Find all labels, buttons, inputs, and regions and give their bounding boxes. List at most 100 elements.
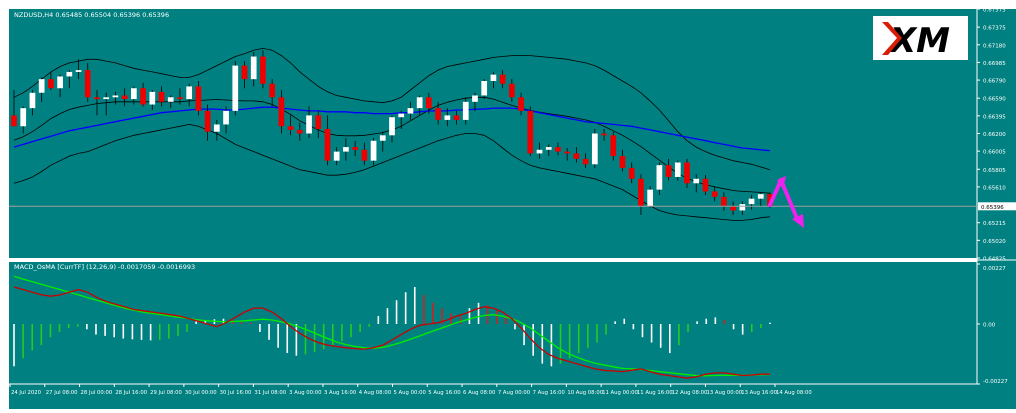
macd-tick-label: 0.00 [983,323,996,329]
candle-body-bear [121,95,128,100]
candle-body-bear [204,110,211,132]
candle [66,70,73,89]
candle [638,174,644,215]
candle [232,61,239,116]
xm-logo-red-mark [882,22,902,55]
candle-body-bear [269,83,276,98]
candle [656,162,663,196]
candle [527,106,534,157]
price-tick-label: 0.65396 [981,205,1004,211]
candle-body-bull [416,97,423,109]
symbol-header: NZDUSD,H4 0.65485 0.65504 0.65396 0.6539… [14,11,169,19]
candle [296,122,303,141]
time-tick-label: 30 Jul 00:00 [185,390,217,396]
price-panel[interactable] [9,9,977,258]
candle-body-bear [527,110,534,154]
forecast-arrow [768,176,804,228]
time-tick-label: 28 Jul 16:00 [115,390,147,396]
time-tick-label: 5 Aug 00:00 [394,390,427,396]
candle-body-bull [748,198,755,205]
candle [195,80,202,116]
candle-body-bull [20,108,27,127]
candle-body-bull [66,71,73,77]
candle-body-bull [112,95,119,98]
candle-body-bear [11,115,17,127]
macd-main-line [13,286,770,379]
candle [158,86,165,107]
candle [361,142,368,166]
time-scale-background [9,384,1016,409]
candle-body-bear [241,65,248,80]
candle-body-bear [711,191,718,197]
candle-body-bear [158,91,165,102]
candle-body-bear [508,83,515,98]
candle-body-bull [38,79,45,93]
candle [518,92,524,116]
candle [333,147,340,166]
candle [730,201,736,215]
candle [103,92,110,116]
time-tick-label: 3 Aug 16:00 [324,390,357,396]
candle-body-bear [435,108,441,120]
candle [684,158,690,188]
price-tick-label: 0.66395 [983,114,1006,120]
candle-body-bull [444,115,451,120]
candle-body-bear [260,56,266,84]
candle [416,95,423,116]
candle-body-bull [186,86,193,100]
xm-logo: XM [873,16,968,61]
candle [130,86,137,105]
price-tick-label: 0.67180 [983,43,1006,49]
macd-axis: 0.00227 0.00 -0.00227 [977,263,1008,385]
candle [324,115,331,166]
candle-body-bear [352,147,358,150]
candle [287,115,294,136]
candle [167,95,174,109]
candle [453,110,460,125]
candle [121,88,128,107]
macd-panel[interactable] [9,262,977,384]
candle [628,162,635,184]
candle-body-bull [757,194,764,199]
candle-body-bear [278,97,285,127]
candle-body-bear [555,147,561,152]
candle [591,128,598,168]
candle [343,138,349,161]
time-tick-label: 12 Aug 08:00 [672,390,708,396]
candle-body-bear [499,74,506,84]
candle-body-bear [564,151,571,154]
candle-body-bear [48,79,54,89]
candle-body-bear [628,167,635,179]
candle-body-bull [223,110,229,125]
price-tick-label: 0.66985 [983,61,1006,67]
candle [11,90,17,127]
candle-body-bear [287,126,294,130]
time-tick-label: 4 Aug 08:00 [359,390,392,396]
price-axis: 0.67575 0.67375 0.67180 0.66985 0.66790 0.665… [977,8,1016,263]
candle-body-bull [130,88,137,100]
candle [407,101,414,120]
price-tick-label: 0.65805 [983,168,1006,174]
candle [435,101,441,125]
candle [739,201,746,215]
candle [748,195,755,210]
candle [269,79,276,107]
candle [702,175,709,196]
candle-body-bear [94,97,100,100]
indicator-header: MACD_OsMA [CurrTF] (12,26,9) -0.0017059 … [14,263,195,271]
candle [426,92,432,114]
time-tick-label: 14 Aug 08:00 [776,390,812,396]
candle [582,153,589,168]
candle [94,90,100,116]
candle [545,144,552,157]
candle-body-bear [296,129,303,134]
candle-body-bull [333,151,340,161]
candle [48,71,54,91]
candle-body-bull [591,133,598,165]
candle [398,110,405,129]
candle [250,52,257,87]
candle-body-bull [57,76,63,89]
candle-body-bull [370,140,377,161]
price-tick-label: 0.67575 [983,8,1006,14]
